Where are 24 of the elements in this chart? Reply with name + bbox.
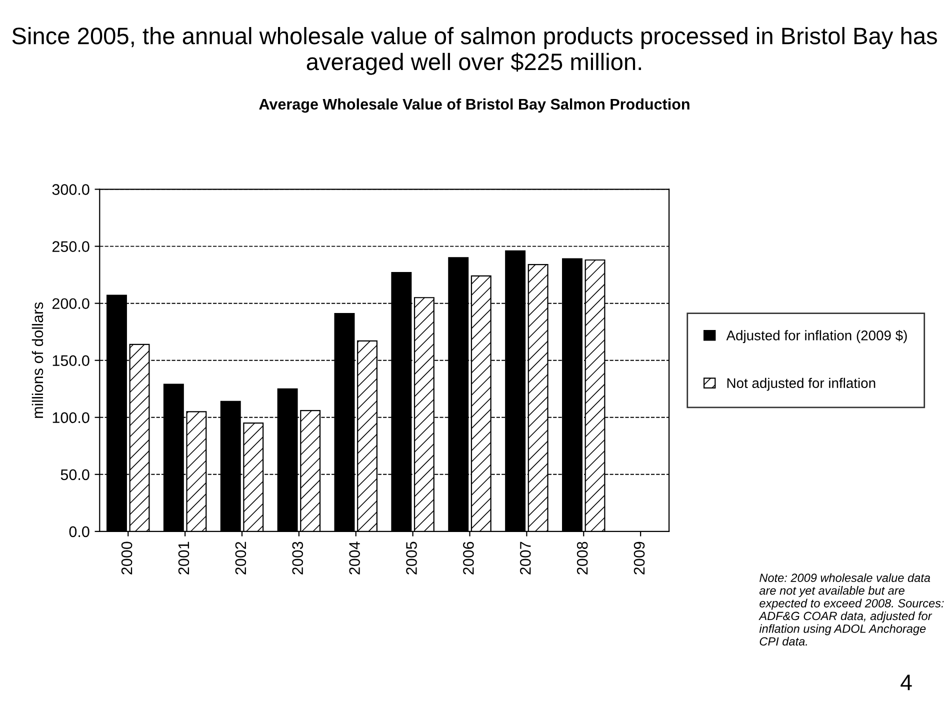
x-tick-label: 2004	[349, 542, 360, 574]
chart-subtitle: Average Wholesale Value of Bristol Bay Salmon Production	[259, 98, 690, 113]
y-tick-label: 200.0	[52, 298, 90, 310]
x-tick-label: 2003	[292, 542, 304, 574]
text: 4	[900, 674, 912, 690]
y-tick-label: 50.0	[60, 469, 90, 480]
y-tick-label: 0.0	[69, 526, 90, 538]
y-tick-label: 150.0	[52, 355, 90, 366]
x-tick-label: 2001	[178, 542, 190, 574]
x-tick-label: 2000	[121, 542, 132, 574]
legend-label: Not adjusted for inflation	[727, 378, 876, 391]
chart-title: Since 2005, the annual wholesale value of salmon products processed in Bristol Bay has averaged well over $225 million.	[12, 27, 937, 75]
y-axis-title: millions of dollars	[32, 302, 44, 418]
y-tick-label: 300.0	[52, 184, 90, 195]
x-tick-label: 2002	[235, 542, 246, 574]
x-tick-label: 2006	[463, 542, 474, 574]
x-tick-label: 2009	[634, 542, 645, 574]
legend-label: Adjusted for inflation (2009 $)	[726, 330, 907, 344]
x-tick-label: 2007	[520, 542, 531, 574]
y-tick-label: 250.0	[52, 241, 90, 252]
y-tick-label: 100.0	[52, 412, 90, 424]
text: Note: 2009 wholesale value data are not yet available but are expected to exceed 2008. Sources: ADF&G COAR data, adjusted for inflation using ADOL Anchorage CPI data.	[758, 573, 944, 646]
x-tick-label: 2008	[576, 542, 588, 574]
x-tick-label: 2005	[406, 542, 417, 574]
